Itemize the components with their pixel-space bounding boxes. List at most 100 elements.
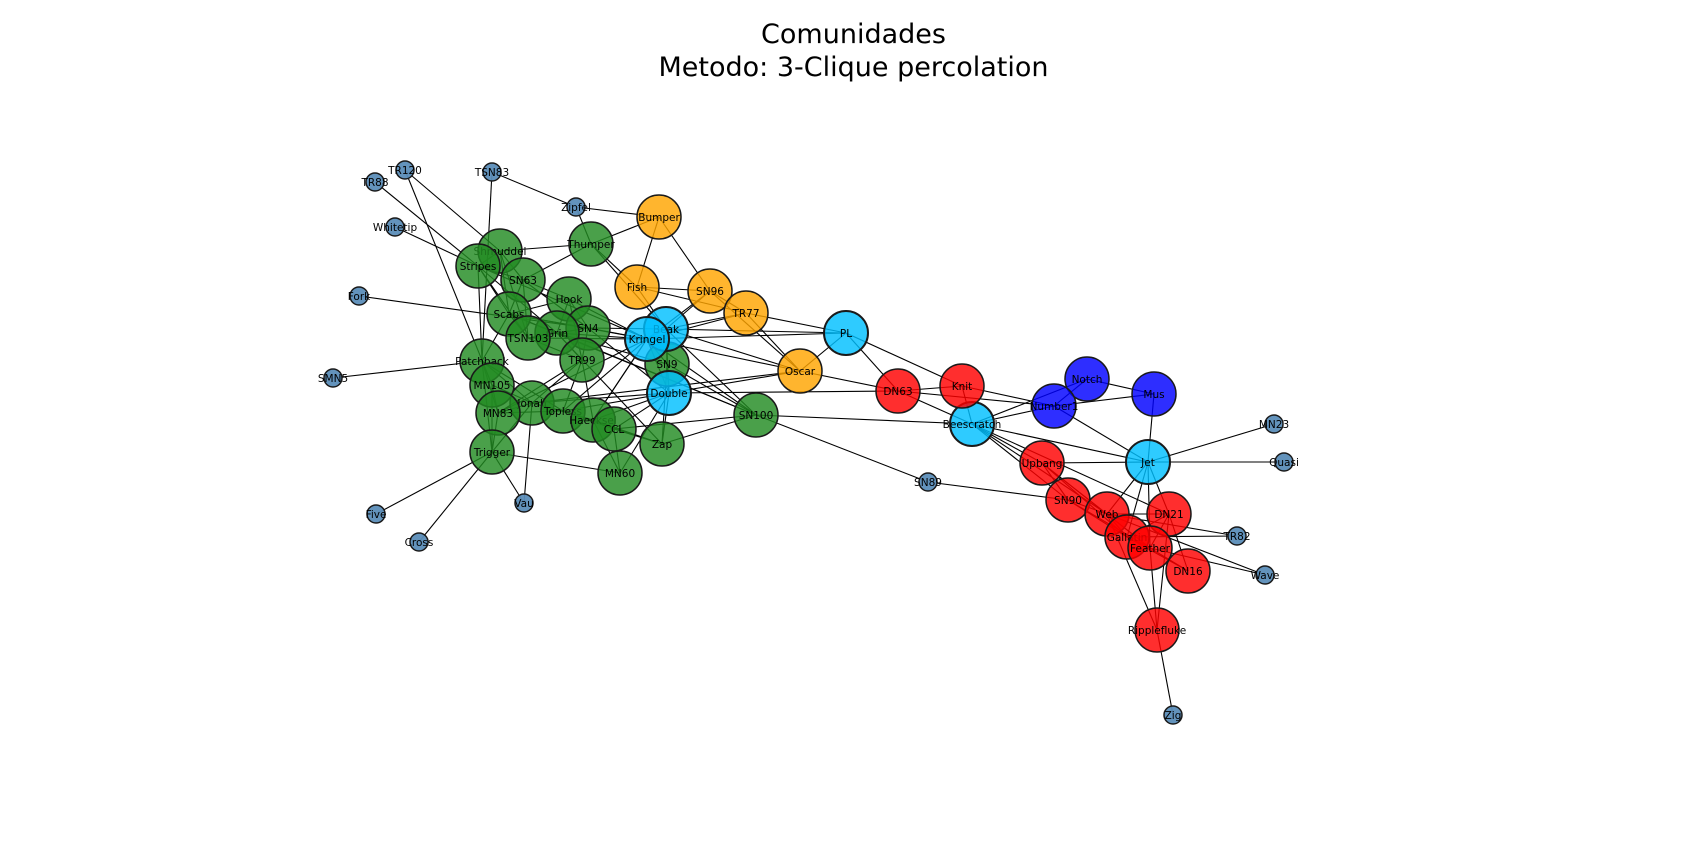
node-circle [1125, 439, 1171, 485]
node-label: Beescratch [943, 419, 1002, 431]
node-circle [1274, 452, 1294, 472]
node-fork: Fork [348, 286, 371, 306]
node-sn96: SN96 [687, 268, 733, 314]
node-circle [482, 162, 502, 182]
node-knit: Knit [939, 363, 985, 409]
node-label: Whitetip [373, 222, 418, 234]
node-label: TR99 [567, 355, 595, 367]
node-label: Bumper [638, 212, 680, 224]
node-circle [1019, 440, 1065, 486]
node-label: SN4 [577, 323, 599, 335]
node-cross: Cross [405, 532, 434, 552]
node-label: MN60 [605, 468, 635, 480]
node-circle [687, 268, 733, 314]
node-circle [366, 504, 386, 524]
node-circle [455, 243, 501, 289]
node-label: SN100 [739, 410, 774, 422]
node-mn23: MN23 [1259, 414, 1289, 434]
node-label: Knit [952, 381, 973, 393]
node-label: Zig [1165, 710, 1182, 722]
edge-sn89-sn90 [927, 481, 1069, 501]
edge-tsn83-zipfel [491, 171, 577, 208]
node-label: Cross [405, 537, 434, 549]
node-circle [559, 337, 605, 383]
node-label: Wave [1251, 570, 1280, 582]
node-oscar: Oscar [777, 348, 823, 394]
node-five: Five [366, 504, 386, 524]
node-label: Oscar [785, 366, 816, 378]
node-label: TR120 [387, 165, 422, 177]
node-stripes: Stripes [455, 243, 501, 289]
node-circle [349, 286, 369, 306]
node-circle [1165, 548, 1211, 594]
node-label: Upbang [1022, 458, 1063, 470]
node-label: Feather [1130, 543, 1171, 555]
node-circle [409, 532, 429, 552]
node-pl: PL [823, 310, 869, 356]
node-label: MN23 [1259, 419, 1289, 431]
node-label: Vau [514, 498, 533, 510]
node-label: Fork [348, 291, 371, 303]
node-circle [624, 316, 670, 362]
node-label: SN96 [696, 286, 724, 298]
node-circle [723, 290, 769, 336]
edge-ccl-sn100 [613, 414, 757, 430]
node-circle [614, 264, 660, 310]
node-circle [385, 217, 405, 237]
node-circle [777, 348, 823, 394]
node-sn100: SN100 [733, 392, 779, 438]
node-label: Web [1096, 509, 1119, 521]
node-label: DN16 [1173, 566, 1203, 578]
node-beescratch: Beescratch [943, 401, 1002, 447]
node-circle [823, 310, 869, 356]
node-circle [1227, 526, 1247, 546]
node-label: TSN103 [507, 333, 549, 345]
node-tr82: TR82 [1222, 526, 1251, 546]
node-zap: Zap [639, 421, 685, 467]
node-label: Notch [1072, 374, 1103, 386]
node-circle [939, 363, 985, 409]
node-label: MN105 [474, 380, 511, 392]
node-circle [566, 197, 586, 217]
node-label: SN9 [656, 359, 677, 371]
node-sn63: SN63 [500, 257, 546, 303]
node-circle [733, 392, 779, 438]
node-label: Mus [1143, 389, 1164, 401]
node-label: Stripes [460, 261, 497, 273]
node-mn83: MN83 [475, 390, 521, 436]
node-tr88: TR88 [360, 172, 389, 192]
node-circle [636, 194, 682, 240]
node-label: SMN5 [318, 373, 348, 385]
edge-sn100-beescratch [755, 414, 973, 425]
node-kringel: Kringel [624, 316, 670, 362]
node-label: Ripplefluke [1128, 625, 1186, 637]
node-jet: Jet [1125, 439, 1171, 485]
node-vau: Vau [514, 493, 534, 513]
edge-beak-oscar [665, 328, 801, 372]
node-fish: Fish [614, 264, 660, 310]
node-circle [918, 472, 938, 492]
node-circle [469, 429, 515, 475]
node-label: SN90 [1054, 495, 1082, 507]
node-tr120: TR120 [387, 160, 422, 180]
edge-double-dn63 [668, 390, 899, 394]
node-tsn83: TSN83 [474, 162, 509, 182]
node-label: Jet [1140, 457, 1155, 469]
node-label: Double [650, 388, 687, 400]
node-tr77: TR77 [723, 290, 769, 336]
node-zig: Zig [1163, 705, 1183, 725]
node-circle [1064, 356, 1110, 402]
node-ccl: CCL [591, 406, 637, 452]
node-tsn103: TSN103 [505, 315, 551, 361]
node-circle [323, 368, 343, 388]
node-label: DN63 [883, 386, 912, 398]
node-circle [1131, 371, 1177, 417]
node-label: TR77 [731, 308, 759, 320]
node-circle [505, 315, 551, 361]
node-sn90: SN90 [1045, 477, 1091, 523]
node-circle [1127, 525, 1173, 571]
node-circle [1264, 414, 1284, 434]
node-label: TR82 [1222, 531, 1250, 543]
node-circle [514, 493, 534, 513]
